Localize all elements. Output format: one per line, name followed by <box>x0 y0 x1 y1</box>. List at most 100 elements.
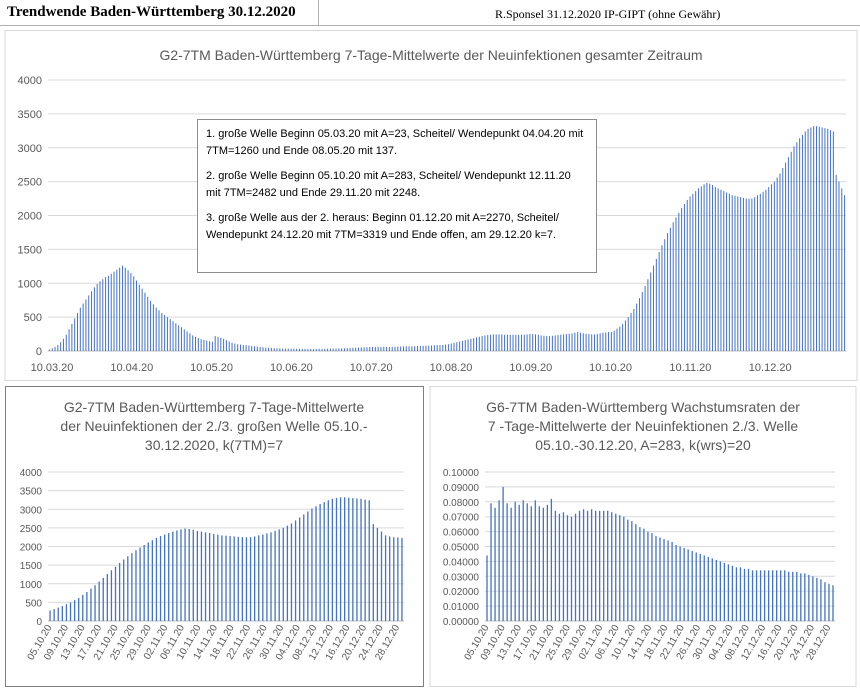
x-tick-label: 10.10.20 <box>589 362 632 374</box>
bar <box>327 348 329 351</box>
bar <box>414 346 416 351</box>
bar <box>155 307 157 351</box>
bar <box>217 534 219 621</box>
bar <box>723 562 726 621</box>
bar <box>807 128 809 351</box>
bar <box>631 521 633 621</box>
bar <box>301 348 303 351</box>
bar <box>509 334 511 351</box>
y-tick-label: 4000 <box>20 468 43 479</box>
bar <box>228 341 230 351</box>
bar <box>133 276 135 351</box>
bar <box>816 577 818 621</box>
bar <box>838 181 840 351</box>
bar <box>630 313 632 351</box>
bar <box>331 498 334 621</box>
bar <box>400 346 402 351</box>
bar <box>245 537 248 621</box>
bar <box>745 198 747 351</box>
bar <box>672 222 674 351</box>
bar <box>487 335 489 351</box>
bar <box>341 348 343 351</box>
bar <box>594 510 597 621</box>
bar <box>785 162 787 351</box>
header-divider <box>0 25 860 26</box>
bar <box>832 585 834 621</box>
bar <box>582 509 585 621</box>
bar <box>747 568 750 621</box>
bar <box>594 334 596 351</box>
bar <box>335 348 337 351</box>
bar <box>96 283 98 351</box>
bar <box>647 279 649 351</box>
bar <box>366 347 368 351</box>
y-tick-label: 3500 <box>20 487 43 498</box>
bar <box>828 583 830 621</box>
bar <box>636 303 638 351</box>
header-separator <box>318 0 319 26</box>
bar <box>562 512 565 621</box>
annotation-line: 2. große Welle Beginn 05.10.20 mit A=283… <box>206 170 571 199</box>
chart-title-line: der Neuinfektionen der 2./3. großen Well… <box>60 418 367 434</box>
y-tick-label: 0.01000 <box>443 602 480 613</box>
bar <box>663 539 665 621</box>
bar <box>121 265 123 351</box>
bar <box>241 537 244 621</box>
bar <box>603 510 605 621</box>
bar <box>374 346 376 351</box>
bar <box>110 570 113 621</box>
y-tick-label: 0.00000 <box>443 617 480 628</box>
bar <box>647 531 649 621</box>
bar <box>48 349 50 351</box>
bar <box>192 529 194 621</box>
bar <box>841 188 843 351</box>
bar <box>486 555 488 621</box>
bar <box>265 347 267 351</box>
bar <box>286 525 289 621</box>
bar <box>590 509 593 621</box>
bar <box>554 510 557 621</box>
bar <box>768 187 770 351</box>
bar <box>391 346 393 351</box>
bar <box>767 570 770 621</box>
bar <box>372 346 374 351</box>
bar <box>169 319 171 351</box>
bar <box>206 340 208 351</box>
bar <box>294 520 297 621</box>
bar <box>386 346 388 351</box>
bar <box>175 323 177 351</box>
bar <box>655 536 657 621</box>
bar <box>172 321 174 351</box>
y-tick-label: 2000 <box>20 543 43 554</box>
bar <box>220 337 222 351</box>
bar <box>184 528 186 621</box>
bar <box>178 325 180 351</box>
bar <box>200 531 203 621</box>
bar <box>88 295 90 351</box>
bar <box>467 339 469 351</box>
bar <box>290 523 293 621</box>
x-tick-label: 10.06.20 <box>270 362 313 374</box>
bar <box>779 173 781 351</box>
bar <box>700 186 702 351</box>
bar <box>363 347 365 351</box>
bar <box>470 338 472 351</box>
bar <box>130 273 132 351</box>
bar <box>270 347 272 351</box>
bar <box>136 280 138 351</box>
bar <box>596 334 598 351</box>
bar <box>549 336 551 351</box>
bar <box>707 556 709 621</box>
bar <box>554 335 556 351</box>
bar <box>664 239 666 351</box>
bar <box>490 334 492 351</box>
chart-frame <box>429 386 857 687</box>
bar <box>616 328 618 351</box>
bar <box>565 334 567 351</box>
bar <box>57 344 59 351</box>
bar <box>348 497 350 621</box>
bar <box>186 331 188 351</box>
bar <box>54 346 56 351</box>
bar <box>504 334 506 351</box>
bar <box>759 193 761 351</box>
